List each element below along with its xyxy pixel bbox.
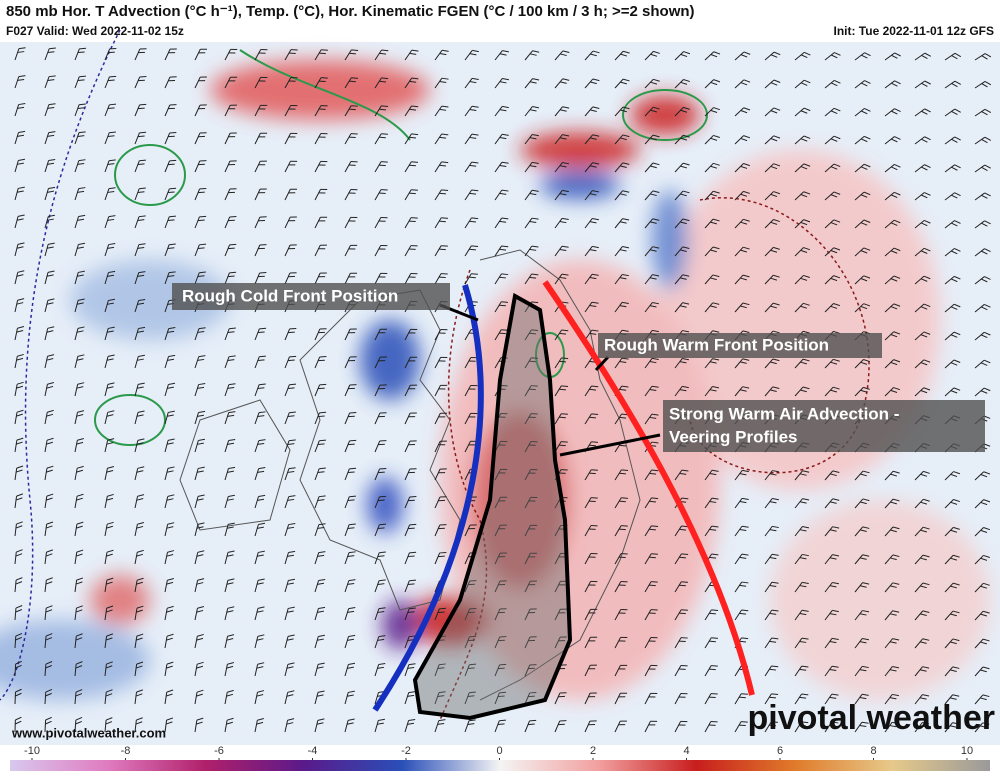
title: 850 mb Hor. T Advection (°C h⁻¹), Temp. … [6,3,695,20]
colorbar-tick-label: 10 [961,745,973,757]
colorbar-tick-label: 0 [496,745,502,757]
init-time: Init: Tue 2022-11-01 12z GFS [833,24,994,38]
colorbar-tick-label: -2 [401,745,411,757]
valid-time: F027 Valid: Wed 2022-11-02 15z [6,24,184,38]
colorbar-tick-label: 8 [870,745,876,757]
colorbar-tick-label: 4 [683,745,689,757]
colorbar-tick-label: 2 [590,745,596,757]
colorbar-tick-label: -4 [308,745,318,757]
annotation: Rough Warm Front Position [604,335,829,354]
website: www.pivotalweather.com [11,725,166,740]
annotation: Veering Profiles [669,427,798,446]
colorbar [10,760,990,771]
colorbar-tick-label: -8 [121,745,131,757]
colorbar-tick-label: -6 [214,745,224,757]
annotation: Strong Warm Air Advection - [669,404,899,423]
barb-staff [15,664,16,676]
logo: pivotal weather [747,699,995,737]
annotation: Rough Cold Front Position [182,286,398,305]
colorbar-tick-label: 6 [777,745,783,757]
colorbar-tick-label: -10 [24,745,40,757]
